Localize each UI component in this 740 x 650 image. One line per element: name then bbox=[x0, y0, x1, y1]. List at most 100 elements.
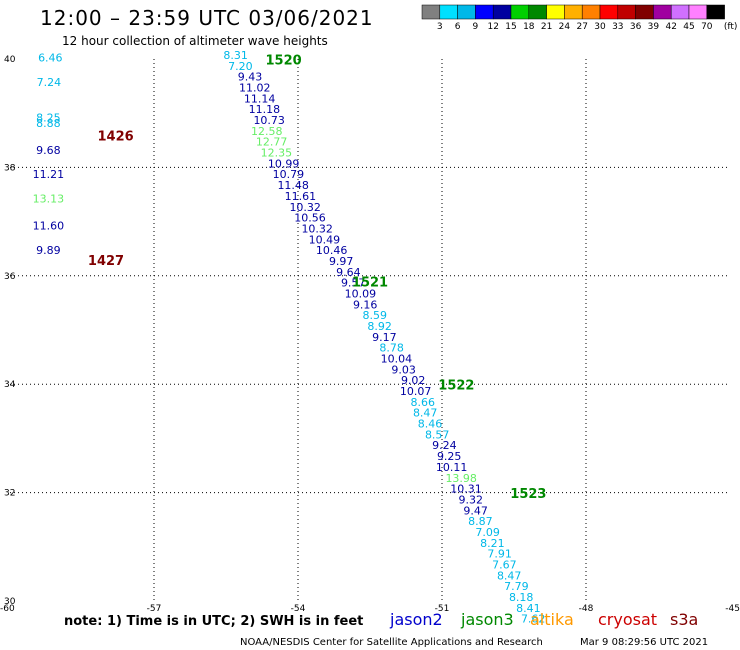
satellite-legend-jason2: jason2 bbox=[389, 610, 443, 629]
track-label: 1522 bbox=[438, 379, 474, 394]
swh-value: 8.41 bbox=[516, 602, 541, 615]
swh-value: 11.48 bbox=[277, 179, 309, 192]
colorbar-label: 12 bbox=[487, 22, 498, 32]
swh-value: 8.47 bbox=[413, 407, 438, 420]
swh-value: 8.59 bbox=[363, 309, 388, 322]
swh-value: 10.32 bbox=[289, 201, 321, 214]
colorbar-swatch bbox=[492, 4, 512, 20]
swh-value: 9.97 bbox=[329, 255, 354, 268]
swh-value: 10.99 bbox=[268, 157, 300, 170]
satellite-legend-s3a: s3a bbox=[670, 610, 698, 629]
satellite-legend-jason3: jason3 bbox=[460, 610, 514, 629]
colorbar-label: 18 bbox=[523, 22, 535, 32]
footer-timestamp: Mar 9 08:29:56 UTC 2021 bbox=[580, 637, 708, 648]
colorbar-label: 39 bbox=[648, 22, 660, 32]
colorbar-swatch bbox=[599, 4, 619, 20]
track-label: 1427 bbox=[88, 254, 124, 269]
footer-credit: NOAA/NESDIS Center for Satellite Applica… bbox=[240, 637, 543, 648]
colorbar-swatch bbox=[688, 4, 708, 20]
y-tick-label: 32 bbox=[4, 489, 15, 499]
swh-value: 6.46 bbox=[38, 52, 63, 65]
swh-value: 9.17 bbox=[372, 331, 397, 344]
x-tick-label: -45 bbox=[725, 604, 740, 614]
y-tick-label: 36 bbox=[4, 272, 16, 282]
y-tick-label: 34 bbox=[4, 380, 16, 390]
swh-value: 9.32 bbox=[459, 493, 484, 506]
swh-value: 7.79 bbox=[504, 580, 529, 593]
swh-value: 10.49 bbox=[309, 233, 341, 246]
colorbar-swatch bbox=[475, 4, 494, 20]
colorbar-label: 9 bbox=[473, 22, 479, 32]
colorbar-swatch bbox=[617, 4, 636, 20]
x-tick-label: -51 bbox=[435, 604, 450, 614]
y-tick-label: 40 bbox=[4, 55, 16, 65]
swh-value: 9.25 bbox=[437, 450, 462, 463]
swh-value: 9.89 bbox=[36, 244, 61, 257]
swh-value: 11.02 bbox=[239, 82, 271, 95]
swh-value: 8.66 bbox=[411, 396, 436, 409]
swh-value: 11.60 bbox=[33, 220, 65, 233]
colorbar-swatch bbox=[635, 4, 654, 20]
colorbar-label: 27 bbox=[576, 22, 587, 32]
colorbar-label: 30 bbox=[594, 22, 606, 32]
colorbar-swatch bbox=[670, 4, 690, 20]
swh-value: 8.21 bbox=[480, 537, 505, 550]
swh-value: 8.92 bbox=[367, 320, 392, 333]
swh-value: 10.73 bbox=[253, 114, 285, 127]
colorbar-swatch bbox=[510, 4, 530, 20]
colorbar-label: 6 bbox=[455, 22, 461, 32]
swh-value: 12.77 bbox=[256, 136, 288, 149]
colorbar-swatch bbox=[528, 4, 547, 20]
swh-value: 9.68 bbox=[36, 144, 61, 157]
y-tick-label: 30 bbox=[4, 597, 16, 607]
colorbar-label: 21 bbox=[541, 22, 552, 32]
swh-value: 9.24 bbox=[432, 439, 457, 452]
track-label: 1523 bbox=[510, 487, 546, 502]
swh-value: 10.04 bbox=[381, 353, 413, 366]
colorbar-label: 33 bbox=[612, 22, 623, 32]
swh-value: 13.13 bbox=[33, 193, 65, 206]
swh-value: 7.91 bbox=[487, 548, 512, 561]
track-label: 1520 bbox=[266, 53, 302, 68]
colorbar-label: 3 bbox=[437, 22, 443, 32]
swh-value: 7.20 bbox=[228, 60, 253, 73]
swh-value: 10.32 bbox=[301, 222, 333, 235]
swh-value: 11.61 bbox=[285, 190, 317, 203]
colorbar-swatch bbox=[421, 4, 441, 20]
swh-value: 9.03 bbox=[391, 363, 416, 376]
page-title: 12:00 – 23:59 UTC 03/06/2021 bbox=[40, 6, 374, 30]
page-subtitle: 12 hour collection of altimeter wave hei… bbox=[62, 34, 328, 48]
colorbar-label: (ft) bbox=[724, 22, 738, 32]
colorbar-label: 45 bbox=[683, 22, 694, 32]
colorbar-label: 15 bbox=[505, 22, 516, 32]
swh-value: 9.02 bbox=[401, 374, 426, 387]
colorbar-swatch bbox=[653, 4, 672, 20]
swh-value: 9.47 bbox=[463, 504, 488, 517]
swh-value: 9.64 bbox=[336, 266, 361, 279]
swh-value: 8.88 bbox=[36, 117, 61, 130]
footer-note: note: 1) Time is in UTC; 2) SWH is in fe… bbox=[64, 614, 363, 629]
x-tick-label: -57 bbox=[147, 604, 162, 614]
colorbar-swatch bbox=[546, 4, 565, 20]
satellite-legend-altika: altika bbox=[530, 610, 574, 629]
swh-value: 11.21 bbox=[33, 168, 65, 181]
colorbar-swatch bbox=[581, 4, 601, 20]
swh-value: 11.18 bbox=[249, 103, 281, 116]
swh-value: 8.78 bbox=[379, 342, 404, 355]
colorbar-label: 24 bbox=[559, 22, 571, 32]
swh-value: 8.18 bbox=[509, 591, 534, 604]
colorbar-label: 70 bbox=[701, 22, 713, 32]
swh-value: 8.46 bbox=[418, 418, 443, 431]
colorbar-label: 42 bbox=[665, 22, 676, 32]
swh-value: 8.25 bbox=[36, 111, 61, 124]
swh-value: 8.87 bbox=[468, 515, 493, 528]
swh-value: 7.24 bbox=[37, 76, 62, 89]
colorbar-swatch bbox=[564, 4, 583, 20]
colorbar-swatch bbox=[457, 4, 476, 20]
swh-value: 9.57 bbox=[341, 277, 366, 290]
swh-value: 10.11 bbox=[436, 461, 468, 474]
track-label: 1426 bbox=[98, 129, 134, 144]
swh-value: 13.98 bbox=[445, 472, 477, 485]
swh-value: 10.56 bbox=[294, 212, 326, 225]
